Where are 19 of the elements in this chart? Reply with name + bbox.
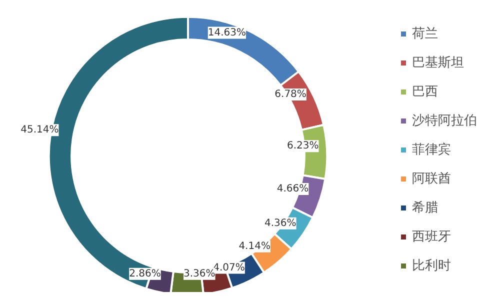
data-label: 45.14%: [20, 124, 59, 136]
legend-label: 希腊: [412, 200, 438, 216]
data-label: 6.78%: [274, 88, 306, 100]
legend-label: 菲律宾: [412, 142, 451, 158]
legend-label: 巴西: [412, 84, 438, 100]
legend-label: 荷兰: [412, 26, 438, 42]
data-label: 14.63%: [208, 27, 246, 38]
data-label: 4.14%: [238, 240, 270, 252]
data-label: 4.66%: [276, 183, 309, 194]
legend-label: 阿联酋: [412, 172, 451, 186]
legend-label: 比利时: [412, 258, 451, 274]
data-label: 4.36%: [264, 218, 296, 229]
legend-label: 沙特阿拉伯: [412, 114, 477, 128]
legend-label: 巴基斯坦: [412, 56, 464, 70]
data-label: 3.36%: [183, 268, 216, 280]
legend-label: 西班牙: [412, 230, 451, 244]
data-label: 2.86%: [129, 268, 161, 280]
data-label: 6.23%: [286, 140, 319, 152]
data-label: 4.07%: [213, 262, 245, 274]
